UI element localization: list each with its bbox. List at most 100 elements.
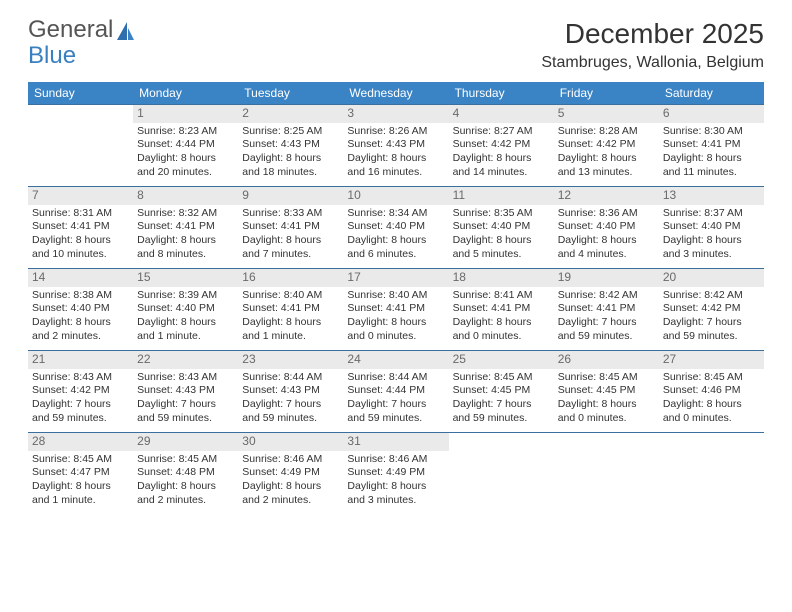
weekday-header: Friday bbox=[554, 82, 659, 105]
logo-sail-icon bbox=[115, 20, 135, 42]
weekday-header: Saturday bbox=[659, 82, 764, 105]
sunrise-text: Sunrise: 8:32 AM bbox=[137, 207, 234, 221]
day-number: 9 bbox=[238, 187, 343, 205]
sunrise-text: Sunrise: 8:41 AM bbox=[453, 289, 550, 303]
calendar-cell: . bbox=[554, 433, 659, 515]
sunset-text: Sunset: 4:40 PM bbox=[347, 220, 444, 234]
calendar-cell: 12Sunrise: 8:36 AMSunset: 4:40 PMDayligh… bbox=[554, 187, 659, 269]
sunset-text: Sunset: 4:41 PM bbox=[453, 302, 550, 316]
location-text: Stambruges, Wallonia, Belgium bbox=[541, 54, 764, 72]
calendar-cell: 13Sunrise: 8:37 AMSunset: 4:40 PMDayligh… bbox=[659, 187, 764, 269]
sunset-text: Sunset: 4:40 PM bbox=[137, 302, 234, 316]
sunrise-text: Sunrise: 8:26 AM bbox=[347, 125, 444, 139]
day-number: 10 bbox=[343, 187, 448, 205]
day-number: 7 bbox=[28, 187, 133, 205]
calendar-cell: . bbox=[659, 433, 764, 515]
calendar-week-row: .1Sunrise: 8:23 AMSunset: 4:44 PMDayligh… bbox=[28, 105, 764, 187]
sunrise-text: Sunrise: 8:28 AM bbox=[558, 125, 655, 139]
daylight-text: Daylight: 8 hours and 0 minutes. bbox=[347, 316, 444, 343]
daylight-text: Daylight: 7 hours and 59 minutes. bbox=[137, 398, 234, 425]
daylight-text: Daylight: 8 hours and 7 minutes. bbox=[242, 234, 339, 261]
day-number: 1 bbox=[133, 105, 238, 123]
daylight-text: Daylight: 8 hours and 3 minutes. bbox=[663, 234, 760, 261]
calendar-cell: 24Sunrise: 8:44 AMSunset: 4:44 PMDayligh… bbox=[343, 351, 448, 433]
header: General December 2025 Stambruges, Wallon… bbox=[28, 18, 764, 72]
calendar-cell: 28Sunrise: 8:45 AMSunset: 4:47 PMDayligh… bbox=[28, 433, 133, 515]
sunrise-text: Sunrise: 8:45 AM bbox=[32, 453, 129, 467]
calendar-cell: 11Sunrise: 8:35 AMSunset: 4:40 PMDayligh… bbox=[449, 187, 554, 269]
calendar-cell: 15Sunrise: 8:39 AMSunset: 4:40 PMDayligh… bbox=[133, 269, 238, 351]
calendar-cell: 30Sunrise: 8:46 AMSunset: 4:49 PMDayligh… bbox=[238, 433, 343, 515]
sunset-text: Sunset: 4:47 PM bbox=[32, 466, 129, 480]
sunrise-text: Sunrise: 8:25 AM bbox=[242, 125, 339, 139]
day-number: 18 bbox=[449, 269, 554, 287]
daylight-text: Daylight: 7 hours and 59 minutes. bbox=[242, 398, 339, 425]
calendar-body: .1Sunrise: 8:23 AMSunset: 4:44 PMDayligh… bbox=[28, 105, 764, 515]
day-number: 20 bbox=[659, 269, 764, 287]
sunset-text: Sunset: 4:41 PM bbox=[558, 302, 655, 316]
sunrise-text: Sunrise: 8:34 AM bbox=[347, 207, 444, 221]
calendar-cell: 4Sunrise: 8:27 AMSunset: 4:42 PMDaylight… bbox=[449, 105, 554, 187]
sunset-text: Sunset: 4:40 PM bbox=[558, 220, 655, 234]
day-number: 19 bbox=[554, 269, 659, 287]
daylight-text: Daylight: 8 hours and 4 minutes. bbox=[558, 234, 655, 261]
day-number: 2 bbox=[238, 105, 343, 123]
calendar-cell: 2Sunrise: 8:25 AMSunset: 4:43 PMDaylight… bbox=[238, 105, 343, 187]
daylight-text: Daylight: 8 hours and 13 minutes. bbox=[558, 152, 655, 179]
calendar-cell: 19Sunrise: 8:42 AMSunset: 4:41 PMDayligh… bbox=[554, 269, 659, 351]
daylight-text: Daylight: 8 hours and 5 minutes. bbox=[453, 234, 550, 261]
sunset-text: Sunset: 4:49 PM bbox=[347, 466, 444, 480]
sunset-text: Sunset: 4:42 PM bbox=[558, 138, 655, 152]
sunset-text: Sunset: 4:48 PM bbox=[137, 466, 234, 480]
weekday-header: Tuesday bbox=[238, 82, 343, 105]
sunset-text: Sunset: 4:40 PM bbox=[663, 220, 760, 234]
day-number: 23 bbox=[238, 351, 343, 369]
daylight-text: Daylight: 7 hours and 59 minutes. bbox=[558, 316, 655, 343]
sunset-text: Sunset: 4:41 PM bbox=[663, 138, 760, 152]
sunrise-text: Sunrise: 8:27 AM bbox=[453, 125, 550, 139]
day-number: 13 bbox=[659, 187, 764, 205]
day-number: 12 bbox=[554, 187, 659, 205]
sunrise-text: Sunrise: 8:23 AM bbox=[137, 125, 234, 139]
calendar-cell: 16Sunrise: 8:40 AMSunset: 4:41 PMDayligh… bbox=[238, 269, 343, 351]
daylight-text: Daylight: 8 hours and 1 minute. bbox=[242, 316, 339, 343]
day-number: 8 bbox=[133, 187, 238, 205]
logo-text-blue: Blue bbox=[28, 42, 76, 69]
daylight-text: Daylight: 8 hours and 0 minutes. bbox=[453, 316, 550, 343]
calendar-cell: 26Sunrise: 8:45 AMSunset: 4:45 PMDayligh… bbox=[554, 351, 659, 433]
day-number: 14 bbox=[28, 269, 133, 287]
daylight-text: Daylight: 8 hours and 0 minutes. bbox=[663, 398, 760, 425]
daylight-text: Daylight: 8 hours and 8 minutes. bbox=[137, 234, 234, 261]
day-number: 3 bbox=[343, 105, 448, 123]
weekday-header: Sunday bbox=[28, 82, 133, 105]
calendar-cell: 6Sunrise: 8:30 AMSunset: 4:41 PMDaylight… bbox=[659, 105, 764, 187]
day-number: 5 bbox=[554, 105, 659, 123]
calendar-cell: 1Sunrise: 8:23 AMSunset: 4:44 PMDaylight… bbox=[133, 105, 238, 187]
calendar-cell: 14Sunrise: 8:38 AMSunset: 4:40 PMDayligh… bbox=[28, 269, 133, 351]
calendar-cell: . bbox=[28, 105, 133, 187]
calendar-cell: 25Sunrise: 8:45 AMSunset: 4:45 PMDayligh… bbox=[449, 351, 554, 433]
calendar-cell: 5 Sunrise: 8:28 AMSunset: 4:42 PMDaylight… bbox=[554, 105, 659, 187]
calendar-cell: 23Sunrise: 8:44 AMSunset: 4:43 PMDayligh… bbox=[238, 351, 343, 433]
sunrise-text: Sunrise: 8:40 AM bbox=[347, 289, 444, 303]
sunset-text: Sunset: 4:49 PM bbox=[242, 466, 339, 480]
sunset-text: Sunset: 4:42 PM bbox=[32, 384, 129, 398]
sunset-text: Sunset: 4:45 PM bbox=[453, 384, 550, 398]
calendar-cell: 31Sunrise: 8:46 AMSunset: 4:49 PMDayligh… bbox=[343, 433, 448, 515]
sunrise-text: Sunrise: 8:39 AM bbox=[137, 289, 234, 303]
day-number: 26 bbox=[554, 351, 659, 369]
sunrise-text: Sunrise: 8:33 AM bbox=[242, 207, 339, 221]
daylight-text: Daylight: 8 hours and 1 minute. bbox=[137, 316, 234, 343]
day-number: 16 bbox=[238, 269, 343, 287]
sunset-text: Sunset: 4:40 PM bbox=[32, 302, 129, 316]
day-number: 6 bbox=[659, 105, 764, 123]
calendar-week-row: 7Sunrise: 8:31 AMSunset: 4:41 PMDaylight… bbox=[28, 187, 764, 269]
sunset-text: Sunset: 4:46 PM bbox=[663, 384, 760, 398]
weekday-header: Thursday bbox=[449, 82, 554, 105]
calendar-cell: . bbox=[449, 433, 554, 515]
day-number: 31 bbox=[343, 433, 448, 451]
sunset-text: Sunset: 4:41 PM bbox=[32, 220, 129, 234]
daylight-text: Daylight: 8 hours and 2 minutes. bbox=[137, 480, 234, 507]
calendar-cell: 10Sunrise: 8:34 AMSunset: 4:40 PMDayligh… bbox=[343, 187, 448, 269]
sunrise-text: Sunrise: 8:46 AM bbox=[347, 453, 444, 467]
